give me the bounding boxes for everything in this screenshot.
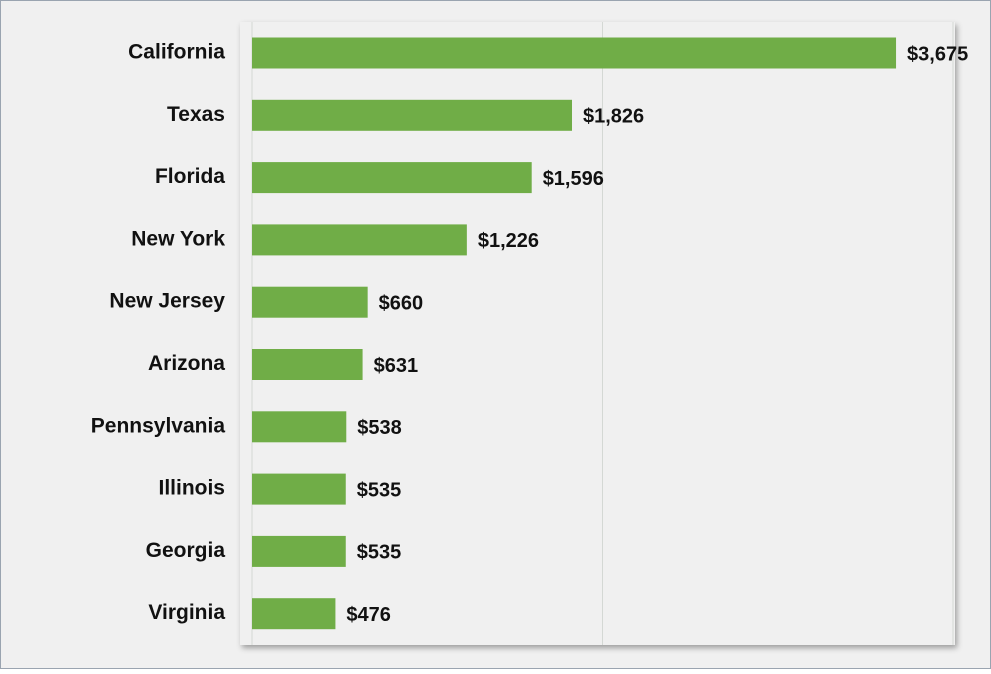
bar bbox=[252, 224, 467, 256]
bar bbox=[252, 598, 336, 630]
y-tick-label: Georgia bbox=[146, 539, 226, 562]
bar bbox=[252, 286, 368, 318]
bar bbox=[252, 473, 346, 505]
data-label: $476 bbox=[346, 604, 391, 626]
data-label: $1,226 bbox=[478, 230, 539, 252]
bar bbox=[252, 162, 532, 194]
data-label: $538 bbox=[357, 417, 402, 439]
y-tick-label: Arizona bbox=[148, 352, 225, 375]
y-tick-label: Pennsylvania bbox=[91, 414, 226, 437]
data-label: $1,826 bbox=[583, 106, 644, 128]
bar bbox=[252, 37, 897, 69]
y-tick-label: California bbox=[128, 41, 225, 64]
y-tick-label: Illinois bbox=[158, 477, 225, 500]
y-tick-label: Florida bbox=[155, 165, 225, 188]
y-tick-label: Texas bbox=[167, 103, 225, 126]
data-label: $1,596 bbox=[543, 168, 604, 190]
bar bbox=[252, 99, 573, 131]
bar bbox=[252, 535, 346, 567]
y-tick-label: New Jersey bbox=[109, 290, 225, 313]
y-tick-label: Virginia bbox=[148, 601, 225, 624]
data-label: $660 bbox=[379, 292, 424, 314]
bar bbox=[252, 411, 347, 443]
data-label: $631 bbox=[374, 355, 419, 377]
data-label: $535 bbox=[357, 542, 402, 564]
data-label: $3,675 bbox=[907, 43, 968, 65]
bar bbox=[252, 349, 363, 380]
data-label: $535 bbox=[357, 479, 402, 501]
y-tick-label: New York bbox=[131, 227, 225, 250]
